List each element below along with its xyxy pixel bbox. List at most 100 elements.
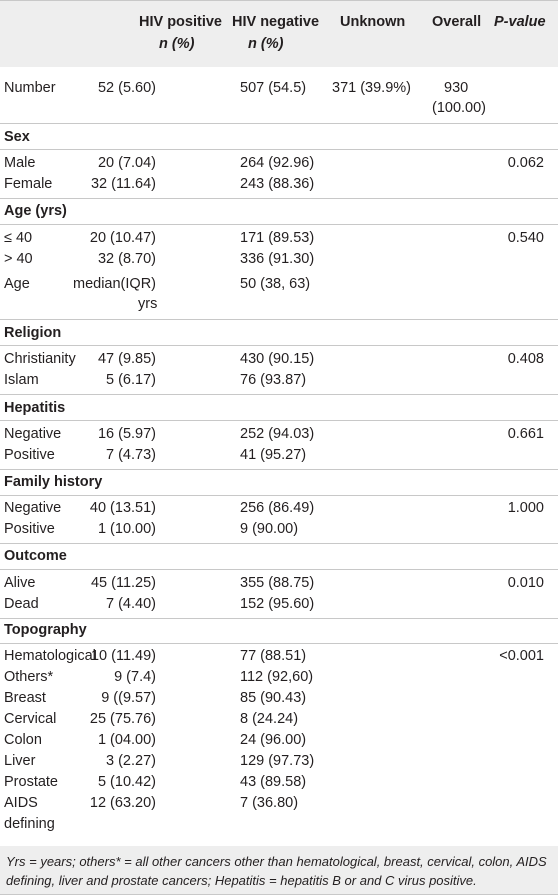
cell-unknown: 371 (39.9%) [332, 80, 411, 96]
row-label: Male [4, 155, 36, 171]
cell-pvalue: 1.000 [507, 500, 544, 516]
table-row: AIDS 12 (63.20) 7 (36.80) [0, 792, 558, 814]
header-overall: Overall [432, 14, 482, 30]
cell-hiv-negative: 50 (38, 63) [240, 276, 311, 292]
cell-pvalue: <0.001 [499, 648, 544, 664]
row-label: Cervical [4, 711, 57, 727]
cell-hiv-positive: 20 (7.04) [97, 155, 156, 171]
row-label: Liver [4, 753, 36, 769]
divider [0, 643, 558, 644]
table-footnote: Yrs = years; others* = all other cancers… [0, 846, 558, 895]
section-title: Hepatitis [4, 400, 66, 416]
cell-hiv-negative: 152 (95.60) [240, 596, 315, 612]
row-label: Positive [4, 447, 55, 463]
cell-hiv-negative: 507 (54.5) [240, 80, 307, 96]
row-label: Negative [4, 426, 62, 442]
table-row: Breast 9 ((9.57) 85 (90.43) [0, 687, 558, 709]
table-row: Positive 7 (4.73) 41 (95.27) [0, 444, 558, 466]
cell-hiv-negative: 243 (88.36) [240, 176, 315, 192]
table-row: Negative 16 (5.97) 252 (94.03) 0.661 [0, 423, 558, 445]
table-row: Liver 3 (2.27) 129 (97.73) [0, 750, 558, 772]
divider [0, 618, 558, 619]
table-row: ≤ 40 20 (10.47) 171 (89.53) 0.540 [0, 227, 558, 249]
cell-hiv-negative: 252 (94.03) [240, 426, 315, 442]
table-row: Colon 1 (04.00) 24 (96.00) [0, 729, 558, 751]
cell-hiv-negative: 77 (88.51) [240, 648, 307, 664]
cell-hiv-positive: 47 (9.85) [97, 351, 156, 367]
cell-hiv-positive: 32 (8.70) [97, 251, 156, 267]
divider [0, 420, 558, 421]
footnote-text: Yrs = years; others* = all other cancers… [6, 854, 547, 888]
table-row: Age median(IQR) 50 (38, 63) [0, 273, 558, 295]
header-hiv-positive-label: HIV positive [139, 14, 222, 30]
cell-pvalue: 0.010 [507, 575, 544, 591]
section-title: Religion [4, 325, 62, 341]
cell-hiv-negative: 336 (91.30) [240, 251, 315, 267]
row-label: Others* [4, 669, 54, 685]
cell-hiv-negative: 43 (89.58) [240, 774, 307, 790]
divider [0, 543, 558, 544]
divider [0, 319, 558, 320]
table-row: Female 32 (11.64) 243 (88.36) [0, 173, 558, 195]
cell-pvalue: 0.408 [507, 351, 544, 367]
table-row: yrs [0, 293, 558, 315]
table-row: Hematological 10 (11.49) 77 (88.51) <0.0… [0, 645, 558, 667]
row-label: Number [4, 80, 56, 96]
cell-hiv-negative: 76 (93.87) [240, 372, 307, 388]
divider [0, 394, 558, 395]
table-row: Christianity 47 (9.85) 430 (90.15) 0.408 [0, 348, 558, 370]
row-label: Colon [4, 732, 42, 748]
cell-hiv-positive: 40 (13.51) [89, 500, 156, 516]
cell-hiv-negative: 264 (92.96) [240, 155, 315, 171]
table-row: defining [0, 813, 558, 835]
cell-hiv-positive: 25 (75.76) [89, 711, 156, 727]
cell-hiv-positive: 9 ((9.57) [101, 690, 156, 706]
cell-hiv-positive: 1 (10.00) [97, 521, 156, 537]
divider [0, 495, 558, 496]
table-row: Negative 40 (13.51) 256 (86.49) 1.000 [0, 497, 558, 519]
row-label: Breast [4, 690, 46, 706]
cell-hiv-positive: 52 (5.60) [97, 80, 156, 96]
table-row: (100.00) [0, 97, 558, 119]
row-label: Prostate [4, 774, 58, 790]
cell-hiv-negative: 129 (97.73) [240, 753, 315, 769]
header-hiv-positive-unit: n (%) [159, 36, 195, 52]
cell-hiv-positive: 32 (11.64) [90, 176, 156, 192]
cell-hiv-negative: 41 (95.27) [240, 447, 307, 463]
cell-hiv-positive: 3 (2.27) [106, 753, 156, 769]
header-hiv-negative-label: HIV negative [232, 14, 320, 30]
section-title: Topography [4, 622, 87, 638]
cell-hiv-negative: 85 (90.43) [240, 690, 307, 706]
row-label: Positive [4, 521, 55, 537]
cell-hiv-positive: 7 (4.73) [106, 447, 156, 463]
divider [0, 569, 558, 570]
row-label: Islam [4, 372, 39, 388]
row-label: Dead [4, 596, 39, 612]
cell-hiv-positive: 20 (10.47) [89, 230, 156, 246]
section-title: Outcome [4, 548, 67, 564]
cell-hiv-positive: 10 (11.49) [90, 648, 156, 664]
cell-hiv-negative: 9 (90.00) [240, 521, 299, 537]
cell-hiv-positive: 9 (7.4) [114, 669, 156, 685]
cell-hiv-positive: 5 (10.42) [97, 774, 156, 790]
cell-hiv-negative: 24 (96.00) [240, 732, 307, 748]
cell-hiv-positive: 1 (04.00) [97, 732, 156, 748]
table-row: Others* 9 (7.4) 112 (92,60) [0, 666, 558, 688]
table-row: Male 20 (7.04) 264 (92.96) 0.062 [0, 152, 558, 174]
table-row: Alive 45 (11.25) 355 (88.75) 0.010 [0, 572, 558, 594]
divider [0, 123, 558, 124]
cell-hiv-negative: 171 (89.53) [240, 230, 315, 246]
row-label: > 40 [4, 251, 33, 267]
cell-hiv-negative: 355 (88.75) [240, 575, 315, 591]
divider [0, 469, 558, 470]
table-row: Prostate 5 (10.42) 43 (89.58) [0, 771, 558, 793]
cell-hiv-positive: 7 (4.40) [106, 596, 156, 612]
cell-hiv-negative: 7 (36.80) [240, 795, 299, 811]
cell-hiv-positive: median(IQR) [73, 276, 156, 292]
section-title: Family history [4, 474, 103, 490]
row-label-cont: defining [4, 816, 55, 832]
cell-hiv-positive-cont: yrs [138, 296, 158, 312]
section-title: Sex [4, 129, 30, 145]
row-label: Negative [4, 500, 62, 516]
